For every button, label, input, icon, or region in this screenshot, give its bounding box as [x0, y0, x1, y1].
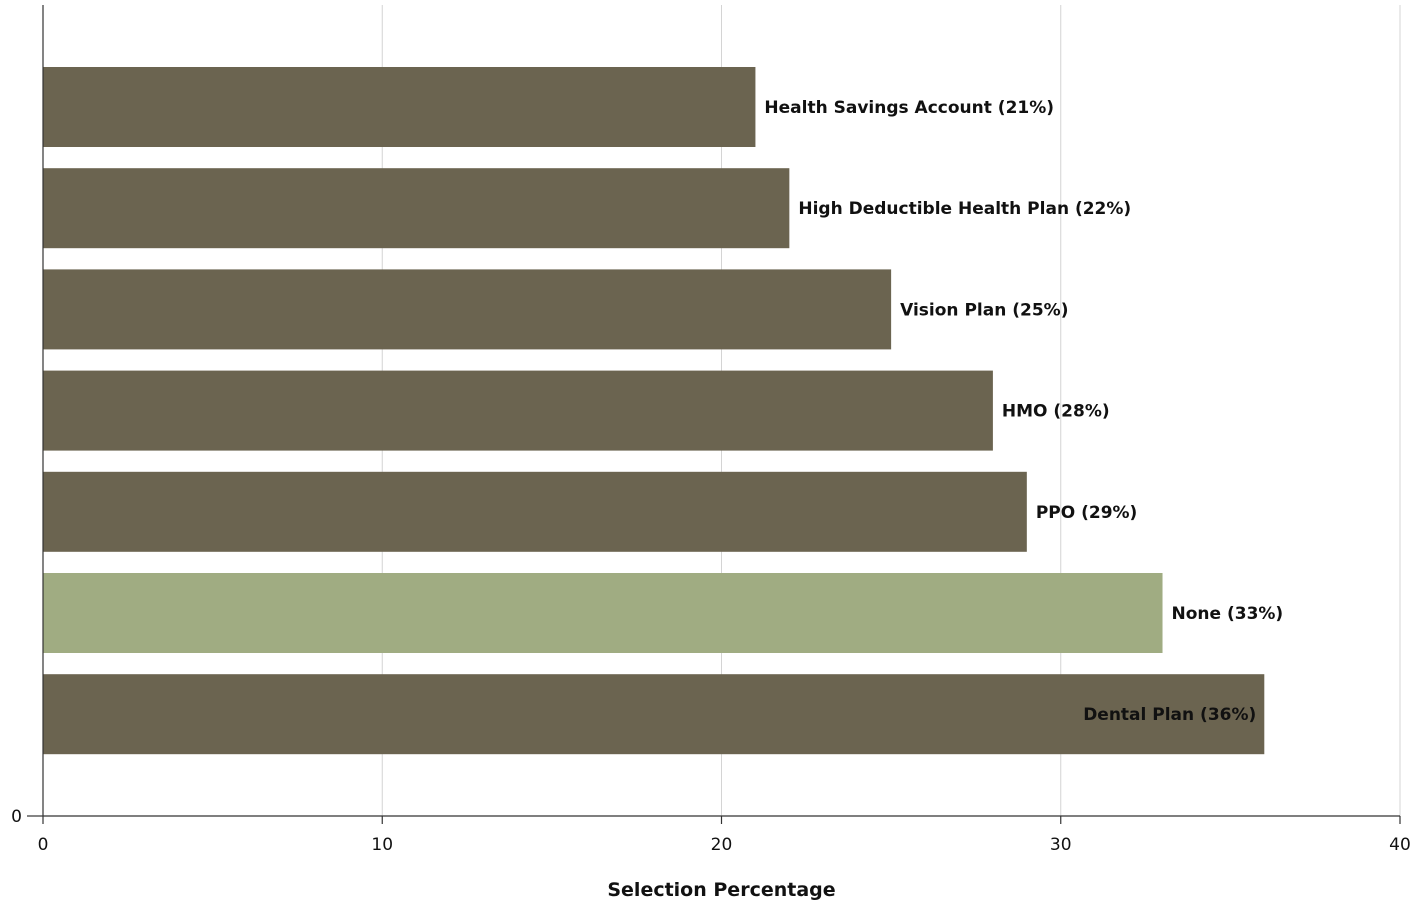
bars [43, 67, 1265, 755]
y-tick-label: 0 [11, 807, 22, 827]
bar-high-deductible-health-plan [43, 168, 790, 249]
bar-label: HMO (28%) [1002, 402, 1110, 422]
bar-hmo [43, 370, 993, 451]
bar-label: PPO (29%) [1036, 503, 1138, 523]
bar-health-savings-account [43, 67, 756, 147]
bar-none [43, 573, 1163, 653]
axes: 0 10 20 30 40 0 [11, 5, 1411, 855]
bar-vision-plan [43, 269, 892, 350]
x-tick-label: 0 [38, 835, 49, 855]
x-tick-label: 10 [371, 835, 393, 855]
bar-dental-plan [43, 674, 1265, 755]
bar-label: High Deductible Health Plan (22%) [798, 199, 1131, 219]
x-axis-title: Selection Percentage [607, 879, 835, 901]
x-tick-label: 30 [1050, 835, 1072, 855]
bar-label: Health Savings Account (21%) [764, 98, 1054, 118]
bar-labels: Health Savings Account (21%) High Deducti… [764, 98, 1283, 725]
bar-label: None (33%) [1172, 604, 1284, 624]
bar-label: Dental Plan (36%) [1083, 705, 1256, 725]
bar-ppo [43, 471, 1027, 552]
bar-label: Vision Plan (25%) [900, 300, 1068, 320]
x-tick-label: 20 [711, 835, 733, 855]
x-tick-label: 40 [1389, 835, 1411, 855]
